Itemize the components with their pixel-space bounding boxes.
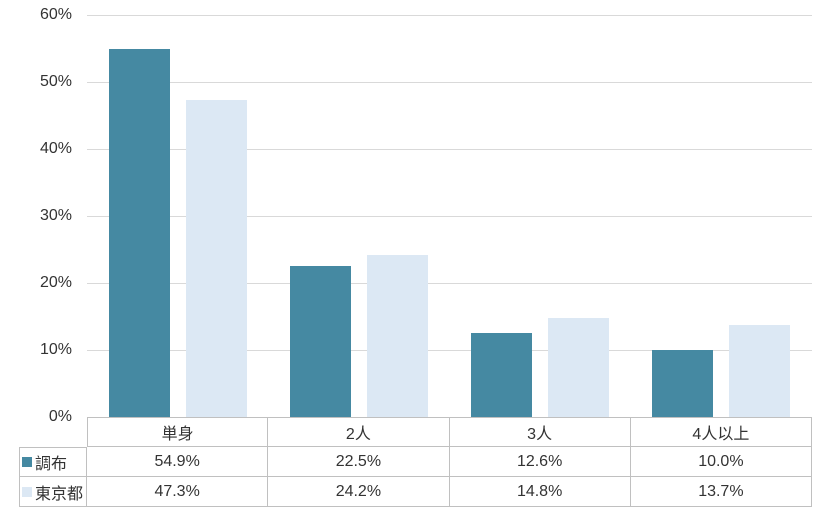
gridline [87, 215, 812, 217]
table-value-cell: 12.6% [449, 447, 631, 477]
y-axis-tick-label: 60% [39, 6, 72, 23]
y-axis-tick-label: 30% [39, 207, 72, 224]
table-value-cell: 54.9% [87, 447, 269, 477]
table-value-cell: 10.0% [630, 447, 812, 477]
bar-series1-cat0 [185, 100, 247, 417]
table-category-header: 2人 [268, 417, 450, 447]
bar-series0-cat2 [471, 332, 533, 417]
legend-color-swatch-icon [22, 486, 32, 497]
legend-color-swatch-icon [22, 457, 32, 467]
table-category-header: 3人 [449, 417, 631, 447]
y-axis-tick-label: 40% [39, 140, 72, 157]
data-table: 単身 2人 3人 4人以上調布 54.9% 22.5% 12.6% 10.0% 東京都 47.3%… [19, 417, 812, 507]
legend-label: 調布 [35, 456, 68, 473]
bar-series0-cat3 [652, 350, 714, 417]
gridline [87, 14, 812, 16]
table-category-header: 4人以上 [630, 417, 812, 447]
gridline [87, 148, 812, 150]
bar-series1-cat2 [548, 317, 610, 417]
table-category-header: 単身 [87, 417, 269, 447]
gridline [87, 282, 812, 284]
legend-label: 東京都 [35, 485, 84, 503]
y-axis-tick-label: 10% [39, 341, 72, 358]
gridline [87, 349, 812, 351]
y-axis-tick-label: 0% [48, 408, 72, 425]
bar-series1-cat1 [366, 254, 428, 417]
y-axis-tick-label: 20% [39, 274, 72, 291]
table-corner-spacer [19, 417, 87, 447]
bar-series1-cat3 [729, 325, 791, 417]
y-axis-tick-label: 50% [39, 73, 72, 90]
table-value-cell: 47.3% [87, 477, 269, 507]
bar-series0-cat1 [289, 266, 351, 417]
table-value-cell: 22.5% [268, 447, 450, 477]
legend-cell: 調布 [19, 447, 87, 477]
table-value-cell: 24.2% [268, 477, 450, 507]
bar-series0-cat0 [108, 49, 170, 417]
gridline [87, 81, 812, 83]
table-value-cell: 13.7% [630, 477, 812, 507]
table-value-cell: 14.8% [449, 477, 631, 507]
legend-cell: 東京都 [19, 477, 87, 507]
